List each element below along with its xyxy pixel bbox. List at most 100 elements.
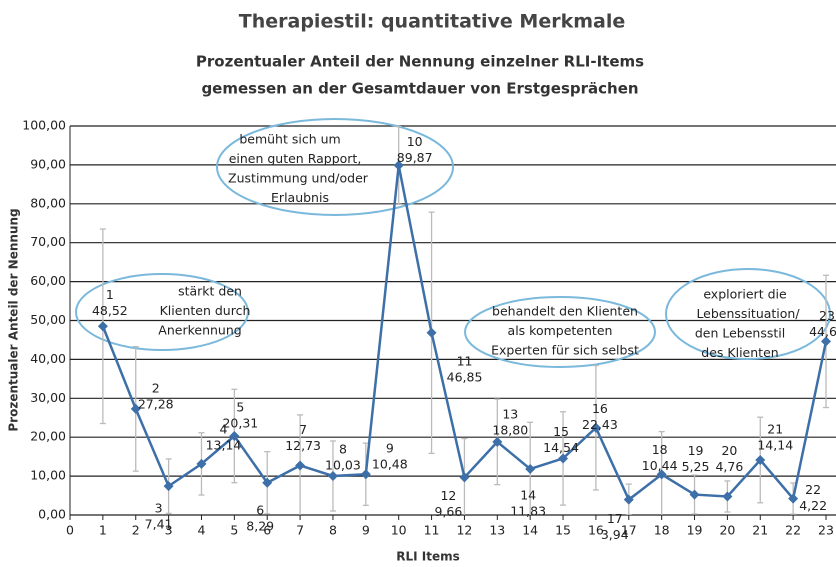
annotation-text: Erlaubnis xyxy=(271,190,329,205)
y-tick-label: 20,00 xyxy=(30,429,66,444)
data-label: 10,48 xyxy=(372,457,408,472)
point-number: 11 xyxy=(457,353,473,368)
x-tick-label: 10 xyxy=(391,523,407,538)
data-point xyxy=(788,493,799,504)
point-number: 13 xyxy=(502,406,518,421)
x-tick-label: 1 xyxy=(99,523,107,538)
x-tick-label: 19 xyxy=(687,523,703,538)
x-tick-label: 4 xyxy=(198,523,206,538)
y-tick-label: 100,00 xyxy=(22,118,66,133)
x-tick-label: 7 xyxy=(296,523,304,538)
x-tick-label: 20 xyxy=(719,523,735,538)
point-number: 19 xyxy=(688,443,704,458)
annotation-text: behandelt den Klienten xyxy=(492,304,638,319)
annotation-text: Anerkennung xyxy=(158,323,241,338)
annotation-ellipse xyxy=(665,268,831,360)
data-point xyxy=(393,160,404,171)
annotation-text: Zustimmung und/oder xyxy=(228,171,369,186)
annotation-text: bemüht sich um xyxy=(239,132,340,147)
data-label: 5,25 xyxy=(682,459,710,474)
point-number: 7 xyxy=(299,422,307,437)
data-label: 20,31 xyxy=(222,415,258,430)
data-label: 9,66 xyxy=(435,504,463,519)
point-number: 16 xyxy=(592,401,608,416)
annotation-ellipse xyxy=(75,273,249,351)
data-point xyxy=(229,430,240,441)
point-number: 17 xyxy=(607,511,623,526)
data-label: 48,52 xyxy=(92,303,128,318)
point-number: 1 xyxy=(106,287,114,302)
x-tick-label: 15 xyxy=(555,523,571,538)
point-number: 9 xyxy=(386,441,394,456)
data-point xyxy=(689,489,700,500)
x-tick-label: 17 xyxy=(621,523,637,538)
data-label: 89,87 xyxy=(397,150,433,165)
point-number: 20 xyxy=(721,443,737,458)
annotation-text: exploriert die xyxy=(703,287,787,302)
data-label: 14,14 xyxy=(757,437,793,452)
annotation-text: stärkt den xyxy=(178,284,242,299)
x-axis-label: RLI Items xyxy=(396,550,460,564)
annotation-text: des Klienten xyxy=(701,345,778,360)
chart-subtitle: gemessen an der Gesamtdauer von Erstgesp… xyxy=(201,80,638,98)
y-tick-label: 10,00 xyxy=(30,468,66,483)
annotation-text: den Lebensstil xyxy=(695,326,785,341)
data-point xyxy=(360,469,371,480)
data-point xyxy=(426,327,437,338)
point-number: 21 xyxy=(767,421,783,436)
data-point xyxy=(525,463,536,474)
y-tick-label: 30,00 xyxy=(30,390,66,405)
x-tick-label: 21 xyxy=(752,523,768,538)
data-label: 18,80 xyxy=(492,422,528,437)
x-tick-label: 13 xyxy=(489,523,505,538)
data-label: 14,54 xyxy=(543,440,579,455)
data-point xyxy=(163,481,174,492)
data-label: 4,76 xyxy=(715,459,743,474)
point-number: 3 xyxy=(155,501,163,516)
data-point xyxy=(295,460,306,471)
data-label: 12,73 xyxy=(285,438,321,453)
annotation-text: einen guten Rapport, xyxy=(229,151,362,166)
point-number: 18 xyxy=(652,442,668,457)
x-tick-label: 14 xyxy=(522,523,538,538)
x-tick-label: 22 xyxy=(785,523,801,538)
y-tick-label: 80,00 xyxy=(30,195,66,210)
data-label: 7,41 xyxy=(145,517,173,532)
point-number: 2 xyxy=(152,380,160,395)
data-label: 11,83 xyxy=(510,503,546,518)
x-tick-label: 9 xyxy=(362,523,370,538)
data-point xyxy=(558,453,569,464)
point-number: 10 xyxy=(407,134,423,149)
x-tick-label: 2 xyxy=(132,523,140,538)
data-label: 4,22 xyxy=(799,498,827,513)
x-tick-label: 11 xyxy=(424,523,440,538)
data-label: 13,14 xyxy=(206,437,242,452)
point-number: 22 xyxy=(805,482,821,497)
x-tick-label: 0 xyxy=(66,523,74,538)
y-axis-label: Prozentualer Anteil der Nennung xyxy=(7,208,21,431)
data-label: 44,62 xyxy=(809,324,836,339)
point-number: 5 xyxy=(236,399,244,414)
x-tick-label: 23 xyxy=(818,523,834,538)
y-tick-label: 60,00 xyxy=(30,273,66,288)
data-point xyxy=(656,469,667,480)
y-tick-label: 40,00 xyxy=(30,351,66,366)
point-number: 8 xyxy=(339,441,347,456)
x-tick-label: 3 xyxy=(165,523,173,538)
point-number: 14 xyxy=(520,487,536,502)
annotation-text: Klienten durch xyxy=(160,303,251,318)
y-tick-label: 50,00 xyxy=(30,312,66,327)
data-point xyxy=(755,454,766,465)
annotation-text: Lebenssituation/ xyxy=(696,306,800,321)
point-number: 6 xyxy=(256,502,264,517)
point-number: 4 xyxy=(220,421,228,436)
y-tick-label: 0,00 xyxy=(38,507,66,522)
data-label: 8,29 xyxy=(246,518,274,533)
data-point xyxy=(196,458,207,469)
chart-subtitle: Prozentualer Anteil der Nennung einzelne… xyxy=(196,53,644,71)
x-tick-label: 6 xyxy=(263,523,271,538)
y-tick-label: 70,00 xyxy=(30,234,66,249)
data-label: 27,28 xyxy=(138,396,174,411)
annotation-ellipse xyxy=(464,296,656,368)
